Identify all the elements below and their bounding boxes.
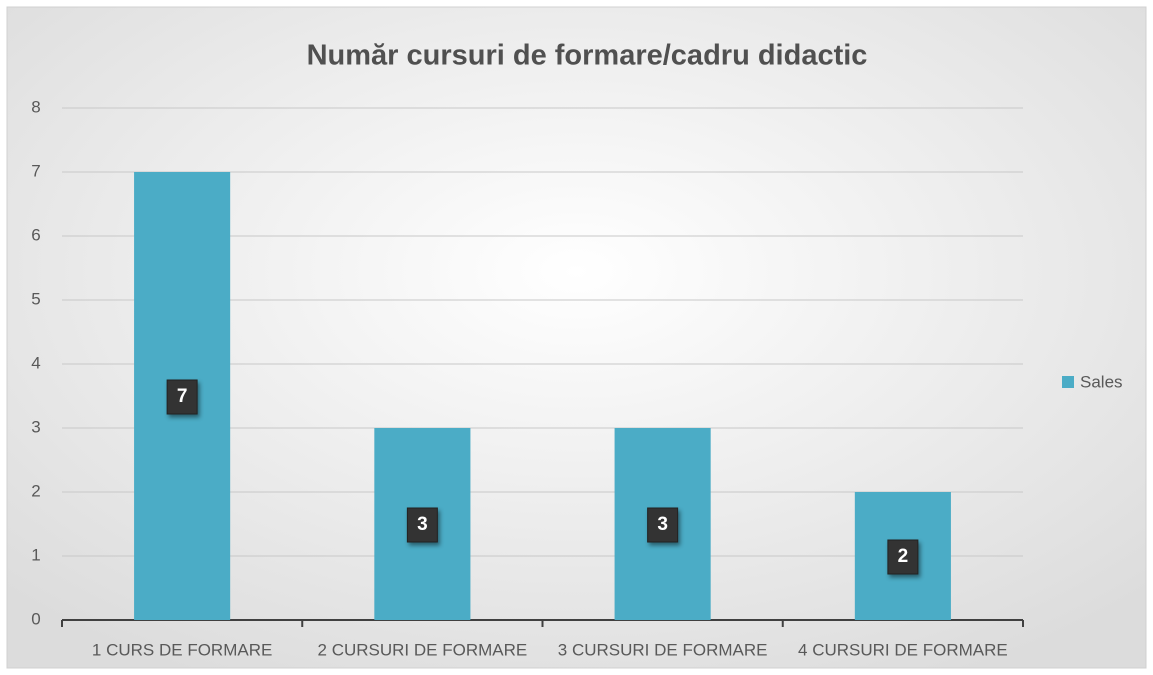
data-label-box — [166, 379, 198, 415]
data-label: 3 — [657, 514, 668, 535]
y-tick-label: 5 — [31, 289, 40, 308]
data-label: 2 — [898, 546, 909, 567]
y-tick-label: 4 — [31, 353, 40, 372]
y-tick-label: 0 — [31, 609, 40, 628]
y-tick-label: 8 — [31, 97, 40, 116]
data-label-box — [887, 539, 919, 575]
data-label-box — [647, 507, 679, 543]
y-tick-label: 7 — [31, 161, 40, 180]
x-tick-label: 1 CURS DE FORMARE — [92, 640, 272, 659]
legend-swatch — [1062, 376, 1074, 388]
x-tick-label: 4 CURSURI DE FORMARE — [798, 640, 1008, 659]
y-tick-label: 1 — [31, 545, 40, 564]
x-tick-label: 3 CURSURI DE FORMARE — [558, 640, 768, 659]
data-label-box — [406, 507, 438, 543]
y-tick-label: 3 — [31, 417, 40, 436]
chart-title: Număr cursuri de formare/cadru didactic — [307, 40, 868, 72]
x-tick-label: 2 CURSURI DE FORMARE — [318, 640, 528, 659]
y-tick-label: 2 — [31, 481, 40, 500]
data-label: 7 — [177, 386, 188, 407]
data-label: 3 — [417, 514, 428, 535]
y-tick-label: 6 — [31, 225, 40, 244]
legend-label: Sales — [1080, 372, 1123, 391]
